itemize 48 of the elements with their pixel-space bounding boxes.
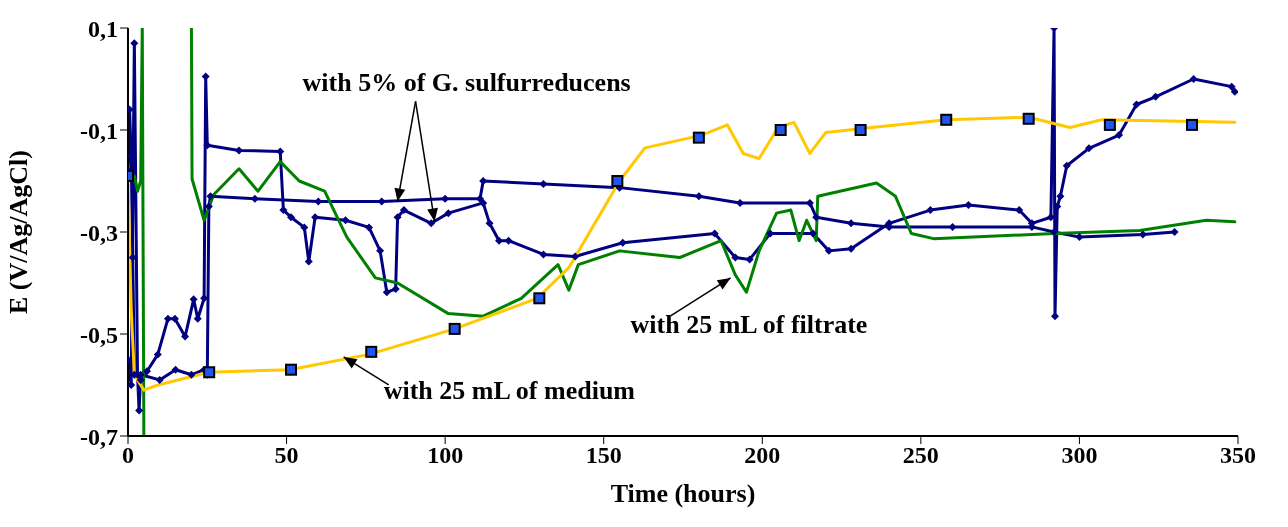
x-axis-title: Time (hours) xyxy=(610,479,756,508)
point xyxy=(187,370,196,379)
x-tick-label: 200 xyxy=(744,442,781,469)
point xyxy=(1186,118,1199,131)
point xyxy=(854,124,867,136)
point xyxy=(812,213,821,222)
x-tick-label: 150 xyxy=(585,442,622,469)
annotation: with 25 mL of filtrate xyxy=(630,309,868,339)
y-tick-label: -0,3 xyxy=(80,219,118,246)
x-tick-label: 300 xyxy=(1061,442,1098,469)
point xyxy=(1138,230,1147,239)
point xyxy=(203,366,216,379)
point xyxy=(1022,112,1035,125)
point xyxy=(206,192,215,201)
point xyxy=(940,113,953,126)
annotation: with 5% of G. sulfurreducens xyxy=(302,68,631,98)
x-tick-label: 0 xyxy=(122,442,134,469)
point xyxy=(476,194,485,203)
point xyxy=(171,365,180,374)
point xyxy=(130,39,139,48)
point xyxy=(365,345,378,358)
point xyxy=(285,363,298,376)
point xyxy=(774,124,787,136)
point xyxy=(948,222,957,231)
x-tick-label: 350 xyxy=(1220,442,1256,469)
annotation: with 25 mL of medium xyxy=(383,375,636,405)
point xyxy=(1103,118,1116,131)
y-tick-label: -0,5 xyxy=(80,321,118,348)
point xyxy=(533,292,546,305)
point xyxy=(128,381,136,389)
y-axis-title: E (V/Ag/AgCl) xyxy=(4,150,34,314)
point xyxy=(847,219,856,228)
point xyxy=(1075,233,1084,242)
point xyxy=(692,131,705,144)
y-tick-label: -0,7 xyxy=(80,423,118,450)
point xyxy=(448,322,461,335)
point xyxy=(539,180,548,189)
x-tick-label: 50 xyxy=(274,442,299,469)
point xyxy=(1170,228,1179,236)
y-tick-label: -0,1 xyxy=(80,117,118,144)
point xyxy=(155,375,164,384)
y-tick-label: 0,1 xyxy=(88,15,118,42)
point xyxy=(135,406,144,415)
x-tick-label: 100 xyxy=(427,442,464,469)
point xyxy=(1050,228,1059,236)
point xyxy=(611,175,624,187)
x-tick-label: 250 xyxy=(902,442,939,469)
point xyxy=(694,192,703,201)
